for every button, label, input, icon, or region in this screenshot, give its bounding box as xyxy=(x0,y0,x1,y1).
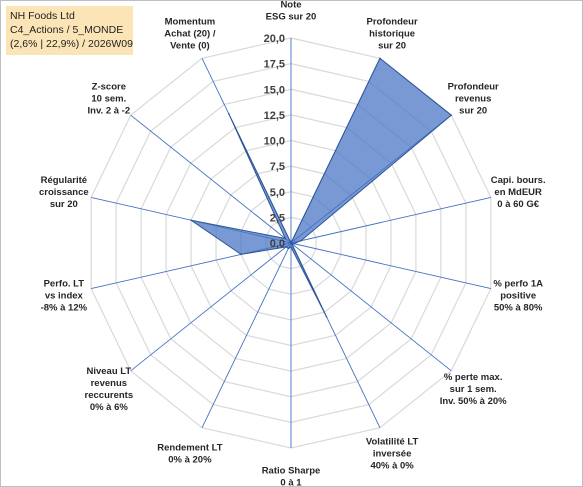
axis-label-line: % perfo 1A xyxy=(493,278,543,289)
data-point xyxy=(284,237,287,240)
axis-label-line: Z-score xyxy=(92,81,126,92)
axis-label-line: Profondeur xyxy=(448,81,499,92)
axis-label-layer: Note ESG sur 20 Profondeur historique sur 20… xyxy=(39,0,546,487)
axis-label: Perfo. LT vs index -8% à 12% xyxy=(41,278,88,313)
axis-label-line: Régularité xyxy=(41,175,87,186)
fund-info-box: NH Foods Ltd C4_Actions / 5_MONDE (2,6% … xyxy=(6,6,133,55)
axis-label-line: Inv. 50% à 20% xyxy=(440,396,507,407)
axis-label: Momentum Achat (20) / Vente (0) xyxy=(164,17,216,52)
axis-label-line: historique xyxy=(369,29,415,40)
performance-stats: (2,6% | 22,9%) / 2026W09 xyxy=(10,38,133,50)
axis-label-line: croissance xyxy=(39,187,89,198)
axis-label-line: sur 20 xyxy=(50,199,78,210)
axis-spoke xyxy=(130,114,292,244)
data-point xyxy=(450,114,453,116)
tick-label: 15,0 xyxy=(264,84,285,96)
axis-label: Profondeur revenus sur 20 xyxy=(448,81,499,116)
tick-label: 2,5 xyxy=(270,212,285,224)
data-point xyxy=(291,242,293,245)
axis-label-line: 10 sem. xyxy=(91,93,126,104)
data-point xyxy=(190,219,192,221)
axis-label-line: Note xyxy=(280,0,301,11)
company-name: NH Foods Ltd xyxy=(10,10,75,22)
axis-label: Note ESG sur 20 xyxy=(266,0,317,23)
axis-label: Z-score 10 sem. Inv. 2 à -2 xyxy=(88,81,131,116)
data-point xyxy=(300,239,302,242)
axis-label: Régularité croissance sur 20 xyxy=(39,175,89,210)
axis-label-line: ESG sur 20 xyxy=(266,12,317,23)
axis-label: Capi. bours. en MdEUR 0 à 60 G€ xyxy=(491,175,546,210)
axis-label-line: Rendement LT xyxy=(157,443,222,454)
axis-label-line: revenus xyxy=(91,378,127,389)
tick-label: 0,0 xyxy=(270,238,285,250)
data-point xyxy=(293,242,295,245)
data-point xyxy=(290,246,292,248)
axis-label-line: sur 20 xyxy=(378,41,406,52)
axis-spoke xyxy=(130,242,292,372)
axis-label-line: vs index xyxy=(45,290,84,301)
axis-spoke xyxy=(201,242,292,428)
tick-label: 20,0 xyxy=(264,33,285,45)
axis-label-line: en MdEUR xyxy=(494,187,542,198)
data-point xyxy=(285,246,287,248)
tick-label: 10,0 xyxy=(264,136,285,148)
data-point xyxy=(379,57,381,60)
axis-label: % perfo 1A positive 50% à 80% xyxy=(493,278,543,313)
axis-label-line: Ratio Sharpe xyxy=(262,466,321,477)
data-point xyxy=(240,253,242,256)
universe-label: C4_Actions / 5_MONDE xyxy=(10,24,124,36)
axis-label: Profondeur historique sur 20 xyxy=(366,17,417,52)
axis-label-line: sur 20 xyxy=(459,105,487,116)
axis-label-line: Capi. bours. xyxy=(491,175,546,186)
axis-label-line: Niveau LT xyxy=(86,366,131,377)
axis-label-line: revenus xyxy=(455,93,491,104)
axis-label-line: 0 à 1 xyxy=(280,478,302,487)
axis-label-line: % perte max. xyxy=(444,372,503,383)
axis-label-line: inversée xyxy=(373,449,412,460)
axis-label-line: 40% à 0% xyxy=(370,461,414,472)
axis-label-line: Volatilité LT xyxy=(366,437,419,448)
axis-spoke xyxy=(290,196,491,244)
axis-label-line: Vente (0) xyxy=(170,41,210,52)
axis-spoke xyxy=(290,242,491,290)
tick-label: 17,5 xyxy=(264,59,285,71)
axis-label-line: Inv. 2 à -2 xyxy=(88,105,131,116)
axis-label-line: Achat (20) / xyxy=(164,29,216,40)
axis-label: Ratio Sharpe 0 à 1 xyxy=(262,466,321,487)
axis-label: Volatilité LT inversée 40% à 0% xyxy=(366,437,419,472)
axis-label-line: 50% à 80% xyxy=(494,302,543,313)
data-point xyxy=(227,112,230,115)
data-point xyxy=(325,316,328,318)
tick-layer: 0,0 2,5 5,0 7,5 10,0 12,5 15,0 17,5 20,0 xyxy=(264,33,285,250)
axis-label-line: 0 à 60 G€ xyxy=(497,199,539,210)
axis-label-line: Perfo. LT xyxy=(44,278,85,289)
axis-label: Rendement LT 0% à 20% xyxy=(157,443,222,466)
axis-label-line: reccurents xyxy=(85,390,134,401)
axis-label-line: sur 1 sem. xyxy=(450,384,497,395)
axis-label-line: 0% à 20% xyxy=(168,455,212,466)
axis-label-line: Momentum xyxy=(165,17,216,28)
data-point xyxy=(287,247,290,250)
tick-label: 5,0 xyxy=(270,187,285,199)
tick-label: 12,5 xyxy=(264,110,285,122)
axis-label: % perte max. sur 1 sem. Inv. 50% à 20% xyxy=(440,372,507,407)
axis-spoke xyxy=(290,242,452,372)
axis-label-line: 0% à 6% xyxy=(90,402,129,413)
axis-label-line: positive xyxy=(500,290,536,301)
axis-label-line: -8% à 12% xyxy=(41,302,88,313)
axis-label-line: Profondeur xyxy=(366,17,417,28)
series-layer xyxy=(190,57,453,318)
axis-label: Niveau LT revenus reccurents 0% à 6% xyxy=(85,366,134,413)
tick-label: 7,5 xyxy=(270,161,285,173)
